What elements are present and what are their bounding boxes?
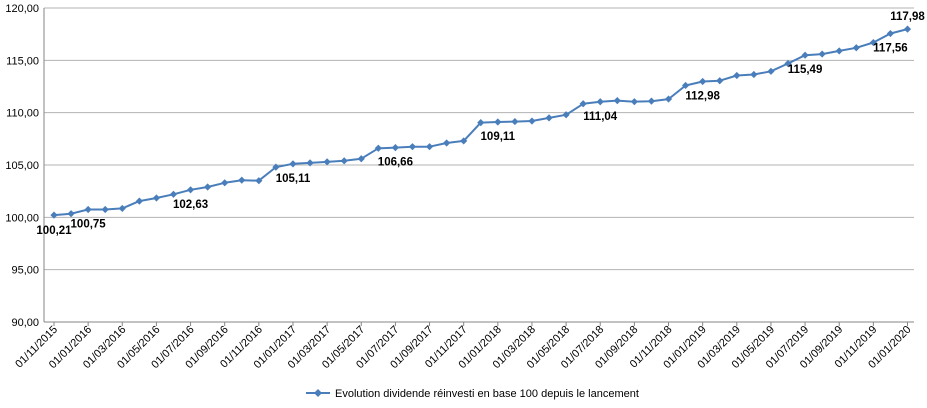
data-point-marker bbox=[852, 44, 860, 52]
data-label: 112,98 bbox=[685, 90, 720, 102]
data-label: 102,63 bbox=[173, 199, 208, 211]
y-tick-label: 100,00 bbox=[5, 212, 39, 224]
data-point-marker bbox=[477, 119, 485, 127]
legend: Evolution dividende réinvesti en base 10… bbox=[306, 388, 639, 400]
data-label: 100,21 bbox=[36, 225, 72, 237]
data-point-marker bbox=[272, 163, 280, 171]
data-point-marker bbox=[699, 77, 707, 86]
data-point-marker bbox=[443, 139, 451, 147]
data-point-marker bbox=[374, 144, 382, 152]
data-point-marker bbox=[357, 155, 365, 163]
y-tick-label: 115,00 bbox=[6, 55, 39, 67]
data-label: 117,98 bbox=[890, 11, 925, 23]
data-point-marker bbox=[391, 144, 399, 152]
y-tick-label: 95,00 bbox=[11, 265, 39, 277]
data-point-marker bbox=[733, 71, 741, 80]
axes bbox=[43, 8, 914, 326]
data-point-marker bbox=[425, 143, 434, 151]
data-point-marker bbox=[750, 70, 758, 79]
data-point-marker bbox=[562, 111, 570, 119]
data-point-marker bbox=[221, 179, 229, 187]
data-point-marker bbox=[67, 210, 75, 218]
legend-diamond-marker bbox=[314, 389, 322, 397]
y-tick-label: 105,00 bbox=[5, 160, 39, 172]
data-point-marker bbox=[818, 50, 826, 58]
data-point-marker bbox=[323, 158, 331, 166]
data-point-marker bbox=[204, 183, 212, 191]
data-point-marker bbox=[135, 197, 143, 205]
data-point-marker bbox=[869, 38, 877, 47]
data-label: 117,56 bbox=[873, 43, 908, 55]
data-point-marker bbox=[681, 81, 690, 90]
data-point-marker bbox=[579, 100, 587, 108]
data-point-marker bbox=[801, 51, 809, 59]
data-point-marker bbox=[238, 176, 246, 184]
data-point-marker bbox=[545, 114, 553, 122]
data-point-marker bbox=[784, 59, 792, 68]
data-label: 111,04 bbox=[583, 111, 618, 123]
series-group bbox=[50, 25, 912, 219]
data-label: 105,11 bbox=[276, 173, 311, 185]
data-point-marker bbox=[340, 157, 348, 165]
data-point-marker bbox=[528, 117, 536, 125]
data-label: 106,66 bbox=[378, 157, 413, 169]
data-point-marker bbox=[596, 98, 604, 106]
data-label: 115,49 bbox=[788, 64, 823, 76]
y-tick-label: 120,00 bbox=[5, 3, 39, 15]
y-tick-label: 110,00 bbox=[6, 108, 39, 120]
x-axis-tick-labels: 01/11/201501/01/201601/03/201601/05/2016… bbox=[13, 324, 913, 371]
data-point-marker bbox=[255, 177, 263, 185]
data-point-marker bbox=[408, 143, 417, 151]
data-point-marker bbox=[169, 190, 178, 198]
data-point-marker bbox=[289, 160, 297, 168]
data-point-marker bbox=[886, 29, 895, 38]
data-point-marker bbox=[903, 25, 912, 33]
data-point-marker bbox=[767, 67, 775, 75]
data-label: 109,11 bbox=[481, 131, 516, 143]
data-point-marker bbox=[647, 97, 656, 105]
data-point-marker bbox=[84, 205, 92, 214]
data-point-marker bbox=[306, 159, 314, 167]
y-tick-label: 90,00 bbox=[11, 317, 39, 329]
data-point-marker bbox=[101, 205, 109, 214]
data-point-marker bbox=[613, 97, 621, 105]
data-point-marker bbox=[511, 117, 519, 126]
data-point-marker bbox=[50, 211, 58, 219]
data-point-marker bbox=[664, 95, 673, 103]
y-axis-tick-labels: 90,00 95,00 100,00 105,00 110,00 115,00 120,00 bbox=[5, 3, 39, 329]
data-point-marker bbox=[630, 98, 638, 106]
legend-label: Evolution dividende réinvesti en base 10… bbox=[335, 388, 639, 400]
data-point-marker bbox=[460, 137, 468, 145]
gridlines bbox=[44, 7, 914, 271]
data-point-marker bbox=[118, 204, 126, 213]
data-point-marker bbox=[716, 77, 724, 85]
data-point-marker bbox=[494, 118, 502, 126]
data-point-marker bbox=[186, 186, 195, 194]
data-label: 100,75 bbox=[71, 218, 107, 230]
data-point-marker bbox=[835, 47, 843, 55]
data-point-marker bbox=[152, 194, 161, 202]
